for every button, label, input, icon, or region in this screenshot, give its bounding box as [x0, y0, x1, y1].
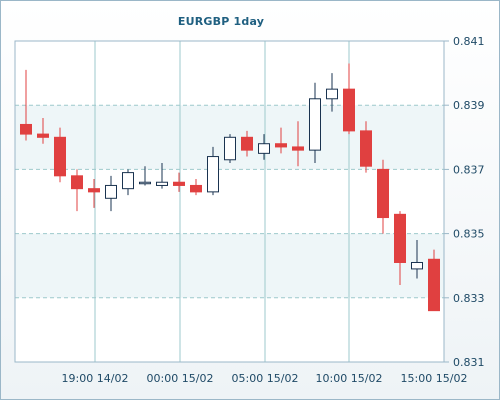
- y-tick-label: 0.839: [453, 99, 485, 112]
- candle-body: [428, 258, 440, 312]
- candle-body: [258, 143, 270, 154]
- x-tick-label: 15:00 15/02: [401, 372, 468, 385]
- candle-body: [394, 213, 406, 263]
- candle-body: [241, 136, 253, 151]
- y-tick-label: 0.835: [453, 228, 485, 241]
- candle-body: [71, 175, 83, 190]
- candle-body: [156, 181, 168, 186]
- candle-body: [309, 98, 321, 151]
- candle-body: [411, 261, 423, 270]
- candle-body: [20, 123, 32, 135]
- candle-body: [190, 184, 202, 193]
- candle-body: [105, 184, 117, 199]
- candle-body: [292, 146, 304, 151]
- candle-body: [224, 136, 236, 161]
- plot-border: [14, 40, 445, 363]
- plot-band: [15, 233, 444, 298]
- y-tick-label: 0.841: [453, 35, 485, 48]
- candle-body: [54, 136, 66, 177]
- y-tick-label: 0.831: [453, 356, 485, 369]
- plot-area: [15, 41, 444, 362]
- candle-body: [37, 133, 49, 138]
- candle-body: [139, 181, 151, 185]
- y-tick-label: 0.833: [453, 292, 485, 305]
- candle-body: [326, 88, 338, 100]
- x-tick-label: 10:00 15/02: [316, 372, 383, 385]
- x-tick-label: 00:00 15/02: [147, 372, 214, 385]
- candle-body: [275, 143, 287, 148]
- y-tick-label: 0.837: [453, 163, 485, 176]
- candle-body: [207, 156, 219, 193]
- candle-body: [360, 130, 372, 167]
- x-tick-label: 19:00 14/02: [62, 372, 129, 385]
- candle-body: [343, 88, 355, 132]
- candle-body: [377, 168, 389, 219]
- x-tick-label: 05:00 15/02: [232, 372, 299, 385]
- chart-title: EURGBP 1day: [177, 15, 265, 28]
- candle-body: [88, 188, 100, 193]
- candle-body: [122, 172, 134, 190]
- candle-body: [173, 181, 185, 186]
